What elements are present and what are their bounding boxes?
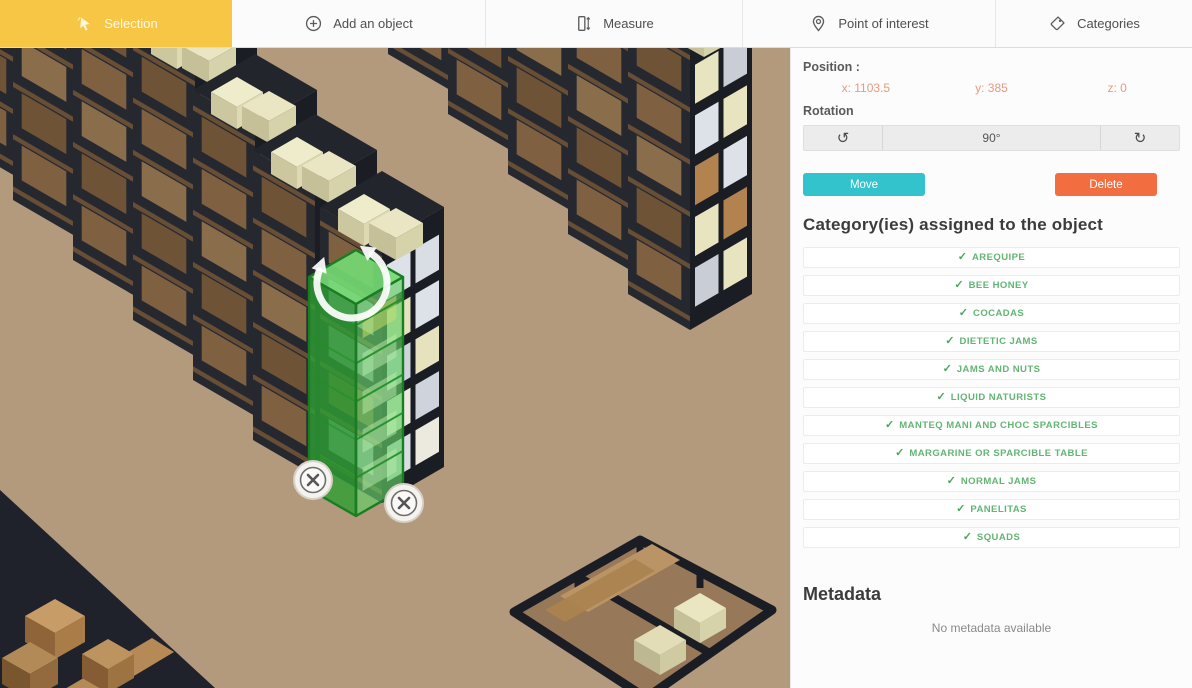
check-icon: ✓	[954, 279, 964, 291]
tab-add-object[interactable]: Add an object	[232, 0, 485, 47]
move-button[interactable]: Move	[803, 173, 925, 196]
rack-top-view	[509, 535, 777, 688]
category-list: ✓ AREQUIPE ✓ BEE HONEY ✓ COCADAS ✓ DIETE…	[803, 247, 1180, 548]
category-item[interactable]: ✓ JAMS AND NUTS	[803, 359, 1180, 380]
rotate-object-handle[interactable]	[311, 245, 391, 322]
mezzanine-platform	[0, 490, 215, 688]
category-label: COCADAS	[973, 308, 1025, 319]
check-icon: ✓	[956, 503, 966, 515]
category-label: SQUADS	[976, 532, 1021, 543]
measure-icon	[578, 15, 591, 32]
tab-selection-label: Selection	[104, 16, 158, 31]
check-icon: ✓	[936, 391, 946, 403]
toolbar: Selection Add an object Measure Point of…	[0, 0, 1192, 48]
position-label: Position :	[803, 60, 860, 74]
tab-categories-label: Categories	[1077, 16, 1140, 31]
position-values: x: 1103.5 y: 385 z: 0	[803, 81, 1180, 95]
category-item[interactable]: ✓ LIQUID NATURISTS	[803, 387, 1180, 408]
rotate-cw-icon: ↻	[1133, 130, 1147, 147]
check-icon: ✓	[895, 447, 905, 459]
main-area: Position : x: 1103.5 y: 385 z: 0 Rotatio…	[0, 48, 1192, 688]
check-icon: ✓	[962, 531, 972, 543]
category-label: DIETETIC JAMS	[959, 336, 1038, 347]
check-icon: ✓	[885, 419, 895, 431]
category-item[interactable]: ✓ SQUADS	[803, 527, 1180, 548]
tab-measure[interactable]: Measure	[485, 0, 742, 47]
rotation-control: ↺ 90° ↻	[803, 125, 1180, 151]
check-icon: ✓	[957, 251, 967, 263]
metadata-empty-text: No metadata available	[931, 621, 1052, 635]
category-item[interactable]: ✓ PANELITAS	[803, 499, 1180, 520]
category-label: MANTEQ MANI AND CHOC SPARCIBLES	[899, 420, 1098, 431]
category-label: AREQUIPE	[971, 252, 1026, 263]
check-icon: ✓	[958, 307, 969, 319]
category-item[interactable]: ✓ BEE HONEY	[803, 275, 1180, 296]
rotate-ccw-button[interactable]: ↺	[804, 126, 882, 150]
tab-point-of-interest-label: Point of interest	[838, 16, 929, 31]
position-z-field[interactable]: z: 0	[1107, 81, 1127, 95]
category-item[interactable]: ✓ AREQUIPE	[803, 247, 1180, 268]
categories-heading: Category(ies) assigned to the object	[803, 215, 1104, 234]
check-icon: ✓	[946, 475, 956, 487]
metadata-heading: Metadata	[803, 584, 882, 604]
add-icon	[306, 15, 322, 32]
storage-rack-row2	[628, 48, 752, 330]
category-label: JAMS AND NUTS	[956, 364, 1041, 375]
category-label: MARGARINE OR SPARCIBLE TABLE	[909, 448, 1088, 459]
remove-object-button[interactable]	[293, 460, 333, 500]
tab-selection[interactable]: Selection	[0, 0, 232, 47]
selected-object-rack[interactable]	[307, 248, 405, 518]
poi-icon	[813, 15, 825, 32]
category-label: PANELITAS	[970, 504, 1027, 515]
rotate-cw-button[interactable]: ↻	[1101, 126, 1179, 150]
rotation-label: Rotation	[803, 104, 854, 118]
rotate-ccw-icon: ↺	[836, 130, 850, 147]
object-actions: Move Delete	[803, 173, 1180, 196]
category-item[interactable]: ✓ COCADAS	[803, 303, 1180, 324]
category-item[interactable]: ✓ DIETETIC JAMS	[803, 331, 1180, 352]
category-item[interactable]: ✓ NORMAL JAMS	[803, 471, 1180, 492]
tab-point-of-interest[interactable]: Point of interest	[742, 0, 995, 47]
position-y-field[interactable]: y: 385	[975, 81, 1008, 95]
warehouse-3d-viewport[interactable]	[0, 48, 790, 688]
position-x-field[interactable]: x: 1103.5	[841, 81, 891, 95]
remove-object-button[interactable]	[384, 483, 424, 523]
tag-icon	[1050, 16, 1065, 31]
warehouse-3d-canvas[interactable]	[0, 48, 790, 688]
category-label: BEE HONEY	[968, 280, 1029, 291]
check-icon: ✓	[945, 335, 955, 347]
delete-button[interactable]: Delete	[1055, 173, 1157, 196]
tab-categories[interactable]: Categories	[995, 0, 1192, 47]
category-item[interactable]: ✓ MANTEQ MANI AND CHOC SPARCIBLES	[803, 415, 1180, 436]
cursor-icon	[77, 16, 91, 31]
object-properties-panel: Position : x: 1103.5 y: 385 z: 0 Rotatio…	[790, 48, 1192, 688]
category-label: NORMAL JAMS	[960, 476, 1037, 487]
category-item[interactable]: ✓ MARGARINE OR SPARCIBLE TABLE	[803, 443, 1180, 464]
check-icon: ✓	[942, 363, 952, 375]
tab-measure-label: Measure	[603, 16, 654, 31]
tab-add-object-label: Add an object	[333, 16, 413, 31]
rotation-value: 90°	[982, 131, 1001, 145]
rotation-value-field[interactable]: 90°	[882, 126, 1101, 150]
category-label: LIQUID NATURISTS	[950, 392, 1047, 403]
